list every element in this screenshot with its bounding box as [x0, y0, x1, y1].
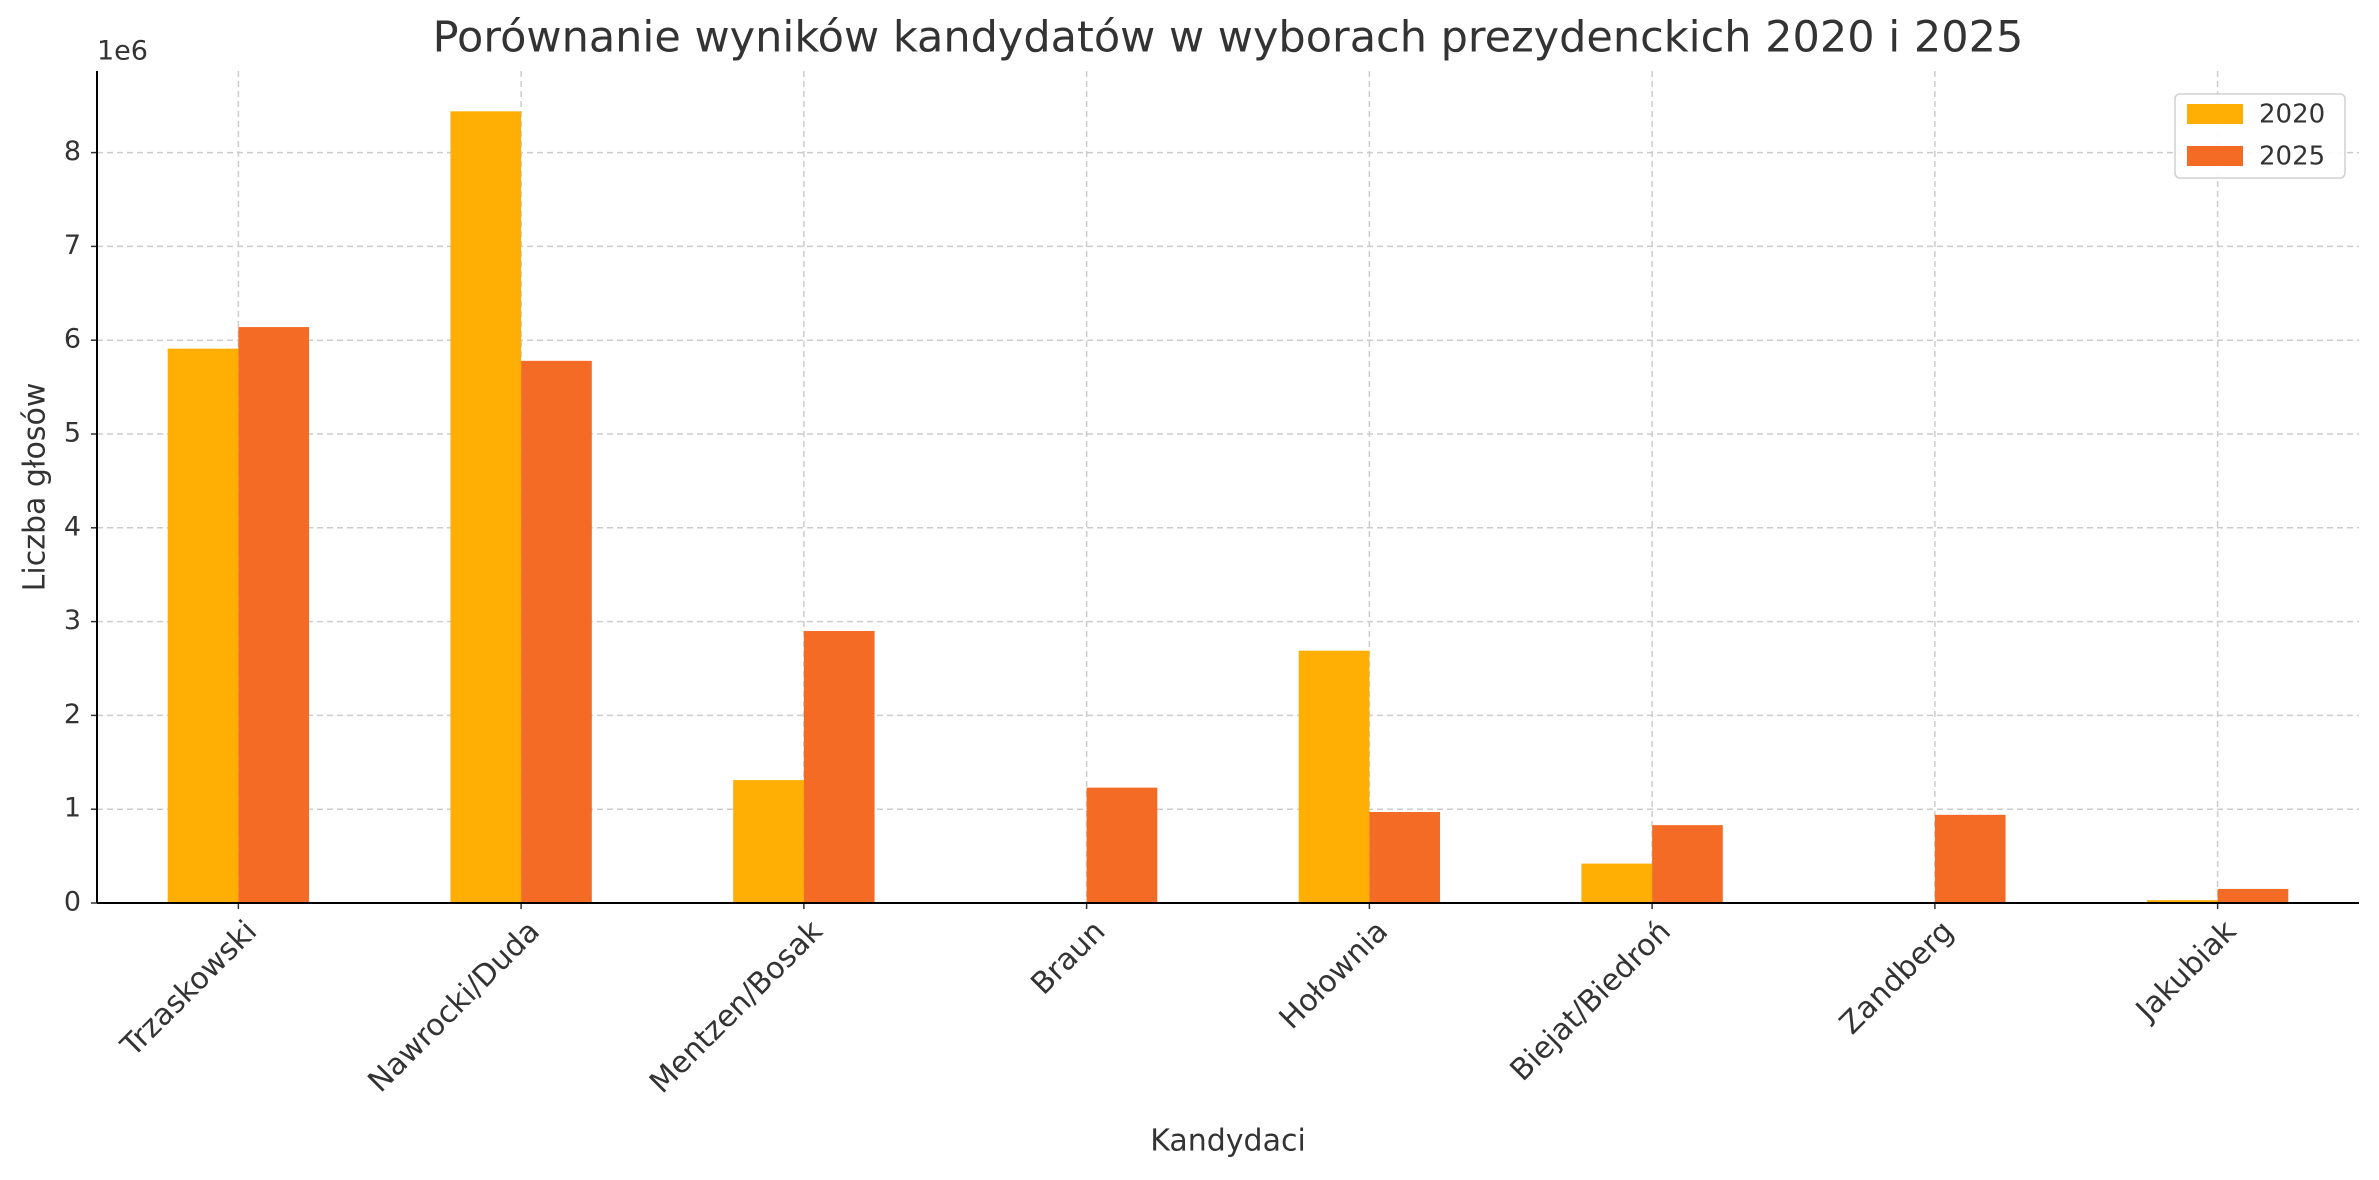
- x-tick-label: Biejat/Biedroń: [1504, 914, 1678, 1088]
- x-tick-label: Hołownia: [1273, 914, 1395, 1036]
- y-tick-label: 4: [64, 511, 81, 542]
- bar: [1369, 812, 1441, 903]
- bar: [1934, 814, 2006, 903]
- y-tick-label: 6: [64, 324, 81, 355]
- chart-title: Porównanie wyników kandydatów w wyborach…: [433, 13, 2024, 63]
- bar: [1581, 863, 1653, 903]
- bar: [238, 327, 310, 903]
- bar: [1086, 787, 1158, 903]
- y-tick-label: 8: [64, 136, 81, 167]
- y-tick-label: 3: [64, 605, 81, 636]
- x-tick-label: Mentzen/Bosak: [643, 913, 830, 1100]
- x-tick-label: Braun: [1024, 914, 1112, 1002]
- x-axis-label: Kandydaci: [1150, 1124, 1306, 1159]
- bar: [2146, 900, 2218, 903]
- y-offset-label: 1e6: [97, 36, 148, 67]
- x-tick-label: Jakubiak: [2128, 913, 2244, 1029]
- x-tick-label: Trzaskowski: [114, 914, 264, 1064]
- bar: [521, 360, 592, 903]
- bar: [167, 348, 239, 903]
- bar: [803, 630, 875, 903]
- legend-label: 2020: [2259, 100, 2325, 130]
- legend-label: 2025: [2259, 142, 2325, 172]
- legend-swatch: [2187, 104, 2243, 124]
- bar: [1298, 650, 1370, 903]
- bar: [2217, 888, 2289, 903]
- y-tick-label: 2: [64, 699, 81, 730]
- bar: [1652, 825, 1723, 903]
- y-tick-label: 0: [64, 887, 81, 918]
- y-tick-label: 7: [64, 230, 81, 261]
- legend-swatch: [2187, 146, 2243, 166]
- x-tick-label: Nawrocki/Duda: [361, 914, 546, 1099]
- bar: [450, 111, 522, 903]
- y-axis-label: Liczba głosów: [18, 383, 53, 592]
- y-tick-label: 1: [64, 793, 81, 824]
- x-tick-label: Zandberg: [1833, 914, 1961, 1042]
- y-tick-label: 5: [64, 418, 81, 449]
- bar: [733, 780, 804, 903]
